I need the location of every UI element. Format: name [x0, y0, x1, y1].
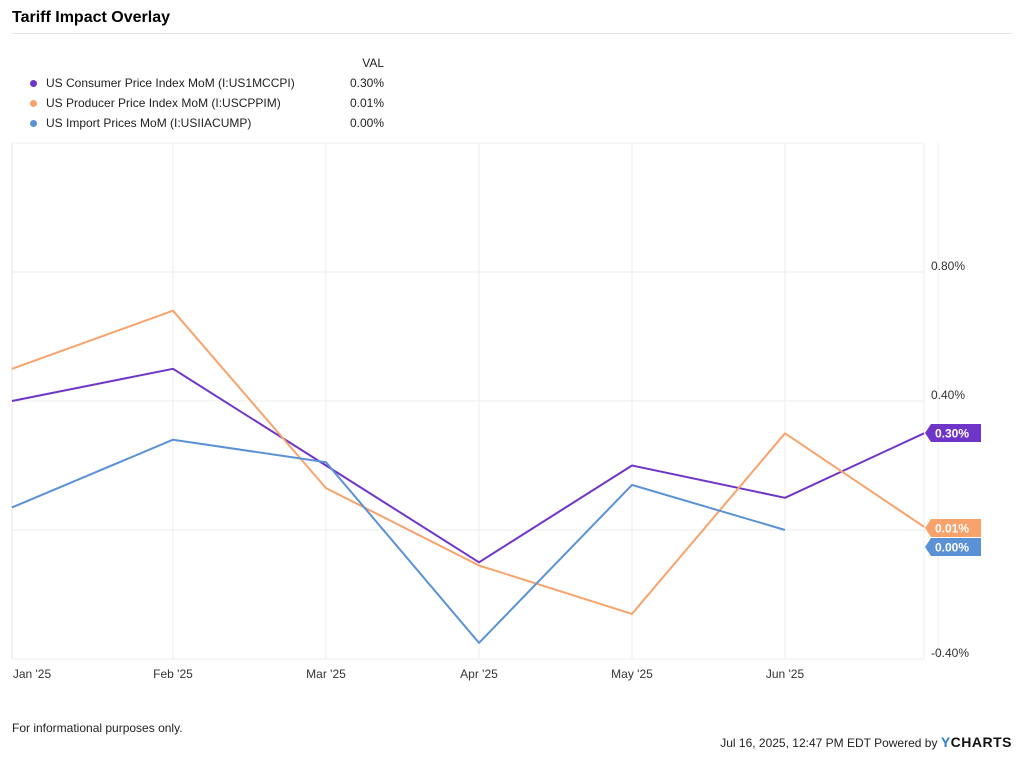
legend-item-label: US Import Prices MoM (I:USIIACUMP): [46, 116, 252, 130]
x-tick-label: Feb '25: [153, 667, 193, 681]
y-tick-label: 0.80%: [931, 259, 965, 273]
legend-dot: [30, 80, 37, 87]
end-value-label: 0.30%: [935, 427, 969, 441]
x-tick-label: Apr '25: [460, 667, 498, 681]
x-tick-label: May '25: [611, 667, 653, 681]
ycharts-logo[interactable]: YCHARTS: [940, 734, 1012, 750]
x-tick-label: Jan '25: [13, 667, 52, 681]
end-value-flag: [925, 424, 981, 442]
legend-value-header: VAL: [362, 56, 384, 70]
y-tick-label: -0.40%: [931, 646, 969, 660]
title-divider: [12, 33, 1012, 34]
legend-dot: [30, 120, 37, 127]
footer-attribution: Jul 16, 2025, 12:47 PM EDT Powered by YC…: [720, 734, 1012, 750]
legend-item-label: US Consumer Price Index MoM (I:US1MCCPI): [46, 76, 295, 90]
end-value-label: 0.00%: [935, 541, 969, 555]
x-tick-label: Jun '25: [766, 667, 805, 681]
legend-dot: [30, 100, 37, 107]
series-line: [11, 309, 925, 615]
end-value-label: 0.01%: [935, 522, 969, 536]
timestamp: Jul 16, 2025, 12:47 PM EDT Powered by: [720, 736, 938, 750]
disclaimer: For informational purposes only.: [12, 721, 183, 735]
legend-item-value: 0.00%: [349, 116, 384, 130]
legend-item-value: 0.30%: [349, 76, 384, 90]
end-value-flag: [925, 538, 981, 556]
series-line: [11, 438, 786, 644]
y-tick-label: 0.40%: [931, 388, 965, 402]
legend-item-value: 0.01%: [349, 96, 384, 110]
x-tick-label: Mar '25: [306, 667, 346, 681]
chart-title: Tariff Impact Overlay: [12, 9, 170, 26]
end-value-flag: [925, 519, 981, 537]
series-line: [11, 367, 925, 564]
legend-item-label: US Producer Price Index MoM (I:USCPPIM): [46, 96, 281, 110]
